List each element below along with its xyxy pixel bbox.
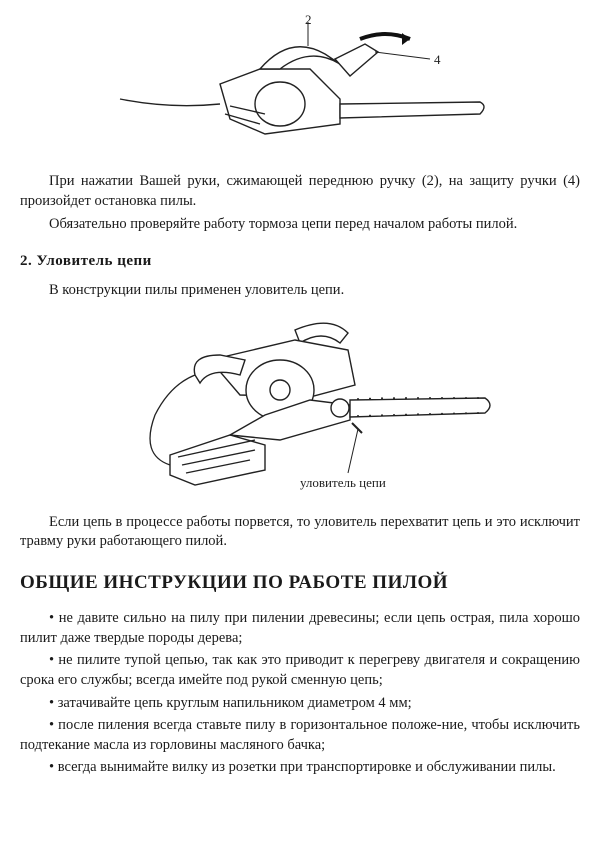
figure-chainsaw-catcher: уловитель цепи [20, 305, 580, 505]
figure2-caption: уловитель цепи [300, 475, 386, 490]
bullet-item: • не пилите тупой цепью, так как это при… [20, 651, 580, 690]
section-2-title: 2. Уловитель цепи [20, 251, 580, 271]
bullet-item: • всегда вынимайте вилку из розетки при … [20, 758, 580, 778]
paragraph-2: Обязательно проверяйте работу тормоза це… [20, 215, 580, 235]
major-heading: ОБЩИЕ ИНСТРУКЦИИ ПО РАБОТЕ ПИЛОЙ [20, 570, 580, 596]
bullet-item: • после пиления всегда ставьте пилу в го… [20, 716, 580, 755]
figure1-label-4: 4 [434, 52, 441, 67]
figure1-label-2: 2 [305, 14, 312, 27]
bullet-item: • не давите сильно на пилу при пилении д… [20, 609, 580, 648]
paragraph-3: В конструкции пилы применен уловитель це… [20, 281, 580, 301]
figure-chainsaw-top: 2 4 [20, 14, 580, 164]
bullet-item: • затачивайте цепь круглым напильником д… [20, 694, 580, 714]
bullet-list: • не давите сильно на пилу при пилении д… [20, 609, 580, 778]
paragraph-1: При нажатии Вашей руки, сжимающей передн… [20, 172, 580, 211]
paragraph-4: Если цепь в процессе работы порвется, то… [20, 513, 580, 552]
